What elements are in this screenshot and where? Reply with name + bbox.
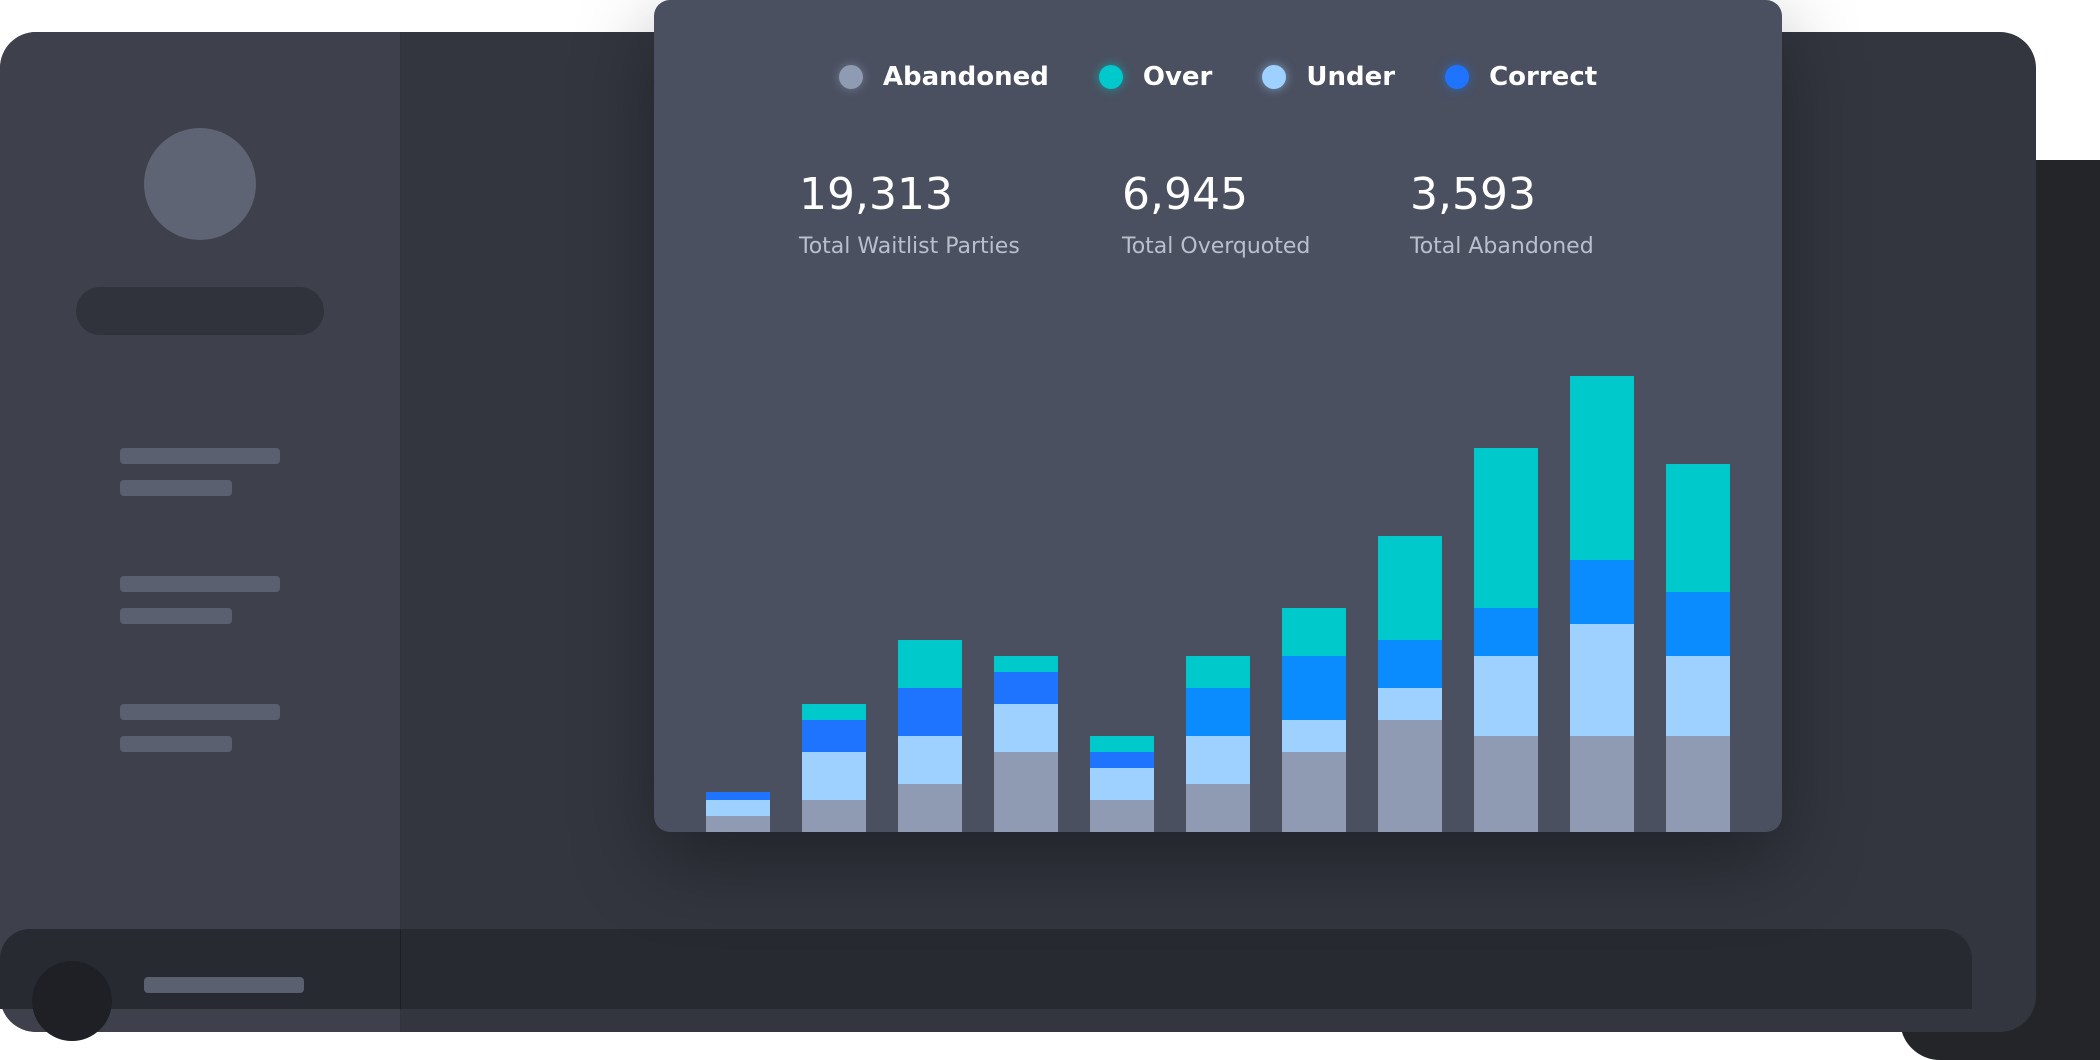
bar-segment-under	[1378, 688, 1442, 720]
sidebar-item-subtitle-placeholder	[120, 736, 232, 752]
legend-label: Over	[1142, 62, 1213, 92]
stat-label: Total Overquoted	[1122, 234, 1311, 259]
legend-label: Under	[1306, 62, 1396, 92]
sidebar-item-2[interactable]	[120, 576, 290, 624]
stat-value: 6,945	[1122, 169, 1248, 220]
stacked-bar-chart	[706, 376, 1730, 832]
sidebar-item-subtitle-placeholder	[120, 608, 232, 624]
legend-dot-over	[1098, 65, 1123, 89]
bar-segment-correct	[1666, 592, 1730, 656]
profile-name-placeholder	[76, 287, 324, 335]
bar-segment-over	[898, 640, 962, 688]
bar-segment-correct	[1186, 688, 1250, 736]
bar-segment-under	[1570, 624, 1634, 736]
bar-segment-abandoned	[1570, 736, 1634, 832]
bottom-divider	[400, 929, 401, 1009]
bar-segment-under	[802, 752, 866, 800]
sidebar-item-title-placeholder	[120, 704, 280, 720]
legend-dot-correct	[1445, 65, 1470, 89]
bar-segment-over	[1378, 536, 1442, 640]
bar-segment-abandoned	[994, 752, 1058, 832]
bar-segment-under	[1186, 736, 1250, 784]
sidebar-item-1[interactable]	[120, 448, 290, 496]
bar-segment-abandoned	[1186, 784, 1250, 832]
bar-segment-under	[1090, 768, 1154, 800]
legend-item-over: Over	[1098, 62, 1213, 92]
legend-label: Correct	[1489, 62, 1598, 92]
bar-stack-4[interactable]	[994, 656, 1058, 832]
bar-segment-under	[898, 736, 962, 784]
bar-segment-over	[994, 656, 1058, 672]
sidebar	[0, 32, 401, 1032]
bar-stack-1[interactable]	[706, 792, 770, 832]
legend-item-abandoned: Abandoned	[838, 62, 1049, 92]
legend-dot-abandoned	[838, 65, 863, 89]
bar-segment-under	[1282, 720, 1346, 752]
bar-segment-under	[706, 800, 770, 816]
bar-segment-correct	[898, 688, 962, 736]
bar-segment-correct	[802, 720, 866, 752]
sidebar-item-subtitle-placeholder	[120, 480, 232, 496]
bar-segment-correct	[994, 672, 1058, 704]
bar-segment-over	[1090, 736, 1154, 752]
stat-value: 3,593	[1410, 169, 1536, 220]
bar-segment-correct	[1570, 560, 1634, 624]
bar-stack-2[interactable]	[802, 704, 866, 832]
bar-stack-3[interactable]	[898, 640, 962, 832]
bar-segment-over	[1666, 464, 1730, 592]
bar-segment-abandoned	[1090, 800, 1154, 832]
bar-stack-9[interactable]	[1474, 448, 1538, 832]
stat-value: 19,313	[799, 169, 953, 220]
bar-segment-correct	[1378, 640, 1442, 688]
sidebar-item-title-placeholder	[120, 448, 280, 464]
bar-segment-under	[1474, 656, 1538, 736]
bar-segment-over	[1474, 448, 1538, 608]
bottom-panel	[0, 929, 1972, 1041]
bar-segment-abandoned	[1666, 736, 1730, 832]
bottom-text-placeholder	[144, 977, 304, 993]
bar-segment-under	[1666, 656, 1730, 736]
bar-stack-6[interactable]	[1186, 656, 1250, 832]
bar-segment-correct	[1474, 608, 1538, 656]
bar-segment-abandoned	[1474, 736, 1538, 832]
stat-label: Total Abandoned	[1410, 234, 1594, 259]
sidebar-item-title-placeholder	[120, 576, 280, 592]
stat-total-overquoted: 6,945 Total Overquoted	[1122, 168, 1310, 259]
bar-segment-over	[1570, 376, 1634, 560]
bar-segment-correct	[706, 792, 770, 800]
legend-label: Abandoned	[882, 62, 1049, 92]
bar-segment-over	[802, 704, 866, 720]
bar-stack-5[interactable]	[1090, 736, 1154, 832]
bar-stack-7[interactable]	[1282, 608, 1346, 832]
waitlist-stats-card: Abandoned Over Under Correct 19,313 Tota…	[654, 0, 1782, 832]
stat-label: Total Waitlist Parties	[799, 234, 1020, 259]
stat-total-abandoned: 3,593 Total Abandoned	[1410, 168, 1594, 259]
bar-segment-abandoned	[898, 784, 962, 832]
bottom-avatar	[32, 961, 112, 1041]
bar-stack-11[interactable]	[1666, 464, 1730, 832]
bar-stack-10[interactable]	[1570, 376, 1634, 832]
bar-stack-8[interactable]	[1378, 536, 1442, 832]
legend-dot-under	[1262, 65, 1287, 89]
legend-item-correct: Correct	[1445, 62, 1597, 92]
bar-segment-correct	[1282, 656, 1346, 720]
bar-segment-correct	[1090, 752, 1154, 768]
sidebar-item-3[interactable]	[120, 704, 290, 752]
bar-segment-abandoned	[706, 816, 770, 832]
bar-segment-abandoned	[1282, 752, 1346, 832]
bar-segment-over	[1186, 656, 1250, 688]
stat-total-waitlist-parties: 19,313 Total Waitlist Parties	[799, 168, 1020, 259]
bar-segment-under	[994, 704, 1058, 752]
legend-item-under: Under	[1262, 62, 1395, 92]
chart-legend: Abandoned Over Under Correct	[654, 62, 1782, 92]
bar-segment-abandoned	[1378, 720, 1442, 832]
bar-segment-over	[1282, 608, 1346, 656]
avatar[interactable]	[144, 128, 256, 240]
bar-segment-abandoned	[802, 800, 866, 832]
